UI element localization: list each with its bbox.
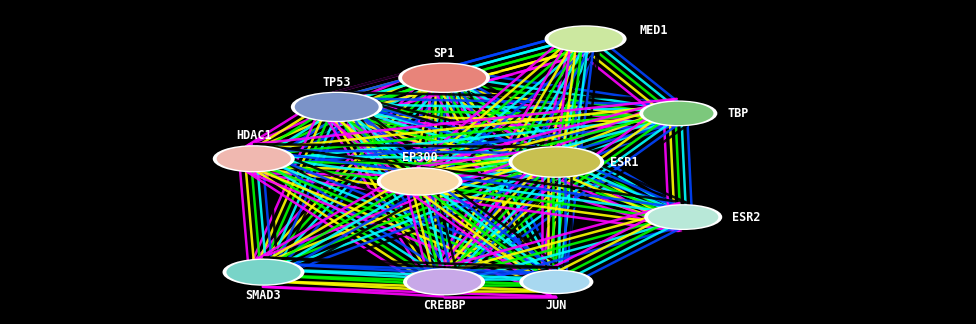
Text: JUN: JUN (546, 299, 567, 312)
Circle shape (226, 260, 301, 284)
Circle shape (523, 271, 590, 293)
Text: ESR1: ESR1 (610, 156, 638, 168)
Circle shape (217, 146, 291, 171)
Text: CREBBP: CREBBP (423, 299, 466, 312)
Circle shape (403, 268, 485, 295)
Text: ESR2: ESR2 (732, 211, 760, 224)
Text: SP1: SP1 (433, 47, 455, 60)
Circle shape (519, 270, 593, 294)
Circle shape (291, 92, 383, 122)
Text: MED1: MED1 (639, 24, 668, 37)
Circle shape (549, 27, 623, 51)
Circle shape (639, 100, 717, 126)
Circle shape (508, 146, 604, 178)
Text: HDAC1: HDAC1 (236, 129, 271, 142)
Text: TP53: TP53 (322, 76, 351, 89)
Circle shape (381, 168, 459, 194)
Circle shape (407, 270, 481, 294)
Circle shape (648, 205, 718, 229)
Circle shape (295, 93, 379, 121)
Circle shape (223, 259, 305, 286)
Circle shape (402, 64, 486, 92)
Circle shape (512, 147, 600, 177)
Circle shape (545, 25, 627, 52)
Circle shape (643, 102, 713, 125)
Circle shape (377, 167, 463, 196)
Circle shape (213, 145, 295, 172)
Text: TBP: TBP (727, 107, 749, 120)
Circle shape (398, 63, 490, 93)
Text: SMAD3: SMAD3 (246, 289, 281, 302)
Circle shape (644, 204, 722, 230)
Text: EP300: EP300 (402, 151, 437, 164)
